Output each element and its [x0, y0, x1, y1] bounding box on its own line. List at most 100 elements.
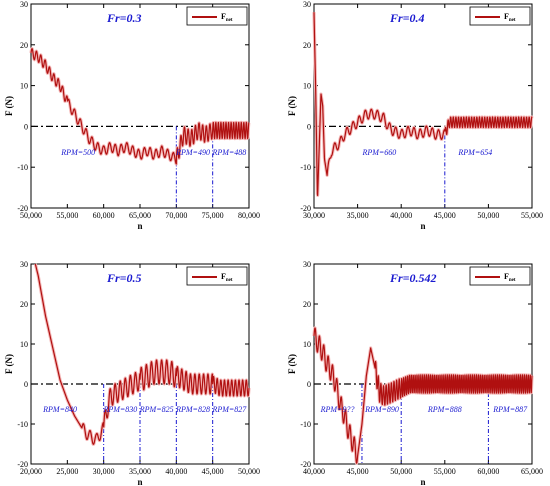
y-tick-label: -10 [300, 420, 311, 429]
legend-label-subscript: net [509, 18, 516, 23]
y-tick-label: 10 [303, 340, 311, 349]
x-tick-label: 25,000 [56, 467, 78, 476]
chart-panel-3: -20 -10 0 10 20 30 20,000 25,000 30,000 35,000 40,… [4, 260, 260, 486]
x-tick-label: 30,000 [303, 211, 325, 220]
y-tick-label: 10 [20, 82, 28, 91]
x-tick-label: 45,000 [202, 467, 224, 476]
y-tick-label: -20 [17, 204, 28, 213]
y-tick-label: -20 [300, 204, 311, 213]
x-axis-label: n [137, 477, 142, 486]
rpm-label: RPM=890 [364, 405, 399, 414]
y-tick-label: 10 [20, 340, 28, 349]
y-tick-label: 30 [20, 260, 28, 269]
x-tick-label: 50,000 [238, 467, 260, 476]
chart-title: Fr=0.3 [106, 11, 142, 25]
legend-label-main: F [221, 272, 226, 281]
y-tick-label: 30 [303, 260, 311, 269]
x-tick-label: 75,000 [202, 211, 224, 220]
plot-frame [313, 3, 533, 209]
rpm-label: RPM=825 [139, 405, 174, 414]
series-line-fnet [30, 48, 250, 165]
y-tick-label: 0 [24, 380, 28, 389]
chart-title: Fr=0.5 [106, 271, 142, 285]
x-tick-label: 55,000 [56, 211, 78, 220]
rpm-label: RPM=9?? [320, 405, 355, 414]
rpm-label: RPM=840 [42, 405, 77, 414]
x-tick-label: 20,000 [20, 467, 42, 476]
y-tick-label: -20 [17, 460, 28, 469]
x-tick-label: 70,000 [165, 211, 187, 220]
y-tick-label: 20 [20, 300, 28, 309]
y-tick-label: 0 [307, 380, 311, 389]
rpm-label: RPM=488 [211, 148, 246, 157]
legend-label: Fnet [221, 12, 233, 23]
series-line-fnet [34, 263, 250, 445]
series-line-fnet [313, 12, 533, 197]
y-tick-label: 10 [303, 82, 311, 91]
x-tick-label: 35,000 [129, 467, 151, 476]
legend-label-subscript: net [509, 278, 516, 283]
x-tick-label: 40,000 [303, 467, 325, 476]
legend: Fnet [469, 6, 531, 26]
legend-label-subscript: net [226, 18, 233, 23]
y-axis-label: F (N) [287, 354, 297, 374]
legend-label-main: F [504, 272, 509, 281]
x-tick-label: 65,000 [129, 211, 151, 220]
legend: Fnet [186, 266, 248, 286]
legend-label: Fnet [504, 12, 516, 23]
x-tick-label: 40,000 [390, 211, 412, 220]
x-tick-label: 50,000 [20, 211, 42, 220]
y-tick-label: 20 [20, 41, 28, 50]
rpm-label: RPM=887 [492, 405, 528, 414]
chart-panel-1: -20 -10 0 10 20 30 50,000 55,000 60,000 65,000 70,… [4, 0, 260, 231]
x-tick-label: 30,000 [93, 467, 115, 476]
legend-label-main: F [504, 12, 509, 21]
x-axis-label: n [420, 477, 425, 486]
rpm-label: RPM=660 [361, 148, 396, 157]
x-tick-label: 60,000 [477, 467, 499, 476]
x-tick-label: 55,000 [434, 467, 456, 476]
y-tick-label: 30 [20, 0, 28, 9]
x-tick-label: 60,000 [93, 211, 115, 220]
x-tick-label: 45,000 [434, 211, 456, 220]
legend-label-main: F [221, 12, 226, 21]
x-tick-label: 50,000 [477, 211, 499, 220]
legend: Fnet [469, 266, 531, 286]
x-tick-label: 80,000 [238, 211, 260, 220]
y-tick-label: -10 [17, 163, 28, 172]
chart-title: Fr=0.542 [389, 271, 437, 285]
rpm-label: RPM=830 [102, 405, 137, 414]
legend-label: Fnet [221, 272, 233, 283]
y-tick-label: -10 [300, 163, 311, 172]
rpm-label: RPM=888 [427, 405, 462, 414]
rpm-label: RPM=827 [211, 405, 247, 414]
x-tick-label: 45,000 [347, 467, 369, 476]
x-axis-label: n [137, 221, 142, 231]
series-line-fnet [313, 327, 533, 464]
chart-panel-2: -20 -10 0 10 20 30 30,000 35,000 40,000 45,000 50,… [287, 0, 543, 231]
plot-frame [30, 3, 250, 209]
x-axis-label: n [420, 221, 425, 231]
rpm-label: RPM=490 [175, 148, 210, 157]
chart-title: Fr=0.4 [389, 11, 425, 25]
chart-panel-4: -20 -10 0 10 20 30 40,000 45,000 50,000 55,000 60,… [287, 260, 543, 486]
y-tick-label: 20 [303, 41, 311, 50]
y-tick-label: -10 [17, 420, 28, 429]
x-tick-label: 50,000 [390, 467, 412, 476]
x-tick-label: 65,000 [521, 467, 543, 476]
y-tick-label: 0 [307, 122, 311, 131]
y-tick-label: 30 [303, 0, 311, 9]
y-tick-label: 0 [24, 122, 28, 131]
y-axis-label: F (N) [287, 96, 297, 116]
legend-label: Fnet [504, 272, 516, 283]
rpm-label: RPM=500 [60, 148, 95, 157]
rpm-label: RPM=654 [457, 148, 492, 157]
plot-frame [30, 263, 250, 465]
x-tick-label: 40,000 [165, 467, 187, 476]
x-tick-label: 55,000 [521, 211, 543, 220]
x-tick-label: 35,000 [347, 211, 369, 220]
rpm-label: RPM=828 [175, 405, 210, 414]
legend-label-subscript: net [226, 278, 233, 283]
y-tick-label: 20 [303, 300, 311, 309]
y-tick-label: -20 [300, 460, 311, 469]
